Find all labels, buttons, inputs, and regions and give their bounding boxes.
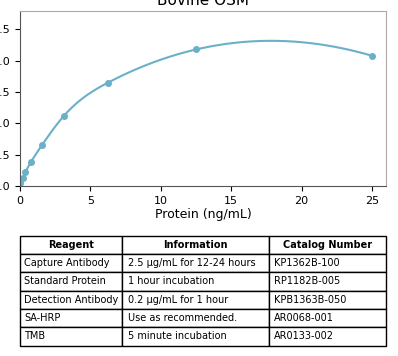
Title: Bovine OSM: Bovine OSM [157, 0, 249, 8]
X-axis label: Protein (ng/mL): Protein (ng/mL) [154, 209, 252, 221]
